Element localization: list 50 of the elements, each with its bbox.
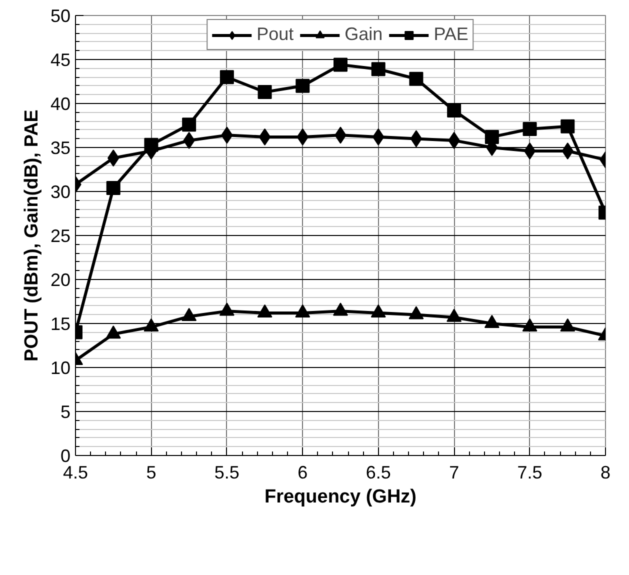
y-tick-label: 35 — [50, 138, 71, 158]
point — [371, 62, 386, 76]
x-tick-label: 5.5 — [214, 462, 240, 482]
legend-label: PAE — [434, 24, 468, 45]
x-tick-label: 5 — [146, 462, 156, 482]
x-tick-label: 6.5 — [366, 462, 391, 482]
point — [370, 304, 386, 318]
point — [410, 130, 422, 148]
point — [408, 306, 424, 320]
point — [522, 122, 537, 136]
point — [522, 318, 538, 332]
point — [106, 180, 120, 195]
point — [295, 304, 310, 318]
y-tick-label: 10 — [50, 358, 71, 378]
point — [258, 128, 271, 146]
x-axis-title: Frequency (GHz) — [264, 486, 417, 508]
point — [258, 85, 272, 100]
x-tick-label: 7.5 — [517, 462, 542, 482]
point — [446, 308, 462, 322]
x-tick-label: 7 — [449, 462, 460, 482]
point — [560, 119, 575, 134]
point — [409, 72, 424, 86]
legend-label: Gain — [344, 24, 383, 45]
point — [106, 325, 121, 339]
y-tick-label: 15 — [50, 314, 71, 334]
y-tick-label: 30 — [50, 182, 71, 202]
point — [560, 318, 576, 332]
y-tick-label: 45 — [50, 50, 71, 70]
point — [484, 314, 500, 328]
point — [144, 318, 159, 332]
point — [333, 302, 348, 316]
point — [182, 308, 197, 321]
point — [257, 304, 272, 318]
y-tick-label: 50 — [50, 6, 71, 26]
y-tick-label: 25 — [50, 226, 71, 246]
y-axis-title: POUT (dBm), Gain(dB), PAE — [21, 110, 42, 362]
point — [219, 302, 234, 316]
point — [524, 142, 536, 160]
y-tick-label: 5 — [60, 402, 71, 422]
point — [296, 78, 310, 93]
point — [447, 104, 462, 118]
point — [334, 58, 348, 72]
x-tick-label: 6 — [298, 462, 308, 482]
x-tick-label: 8 — [600, 462, 611, 482]
y-tick-label: 20 — [50, 270, 71, 290]
y-tick-label: 40 — [50, 94, 71, 114]
legend-label: Pout — [256, 24, 294, 45]
point — [182, 118, 196, 132]
point — [484, 130, 499, 144]
point — [220, 70, 234, 84]
